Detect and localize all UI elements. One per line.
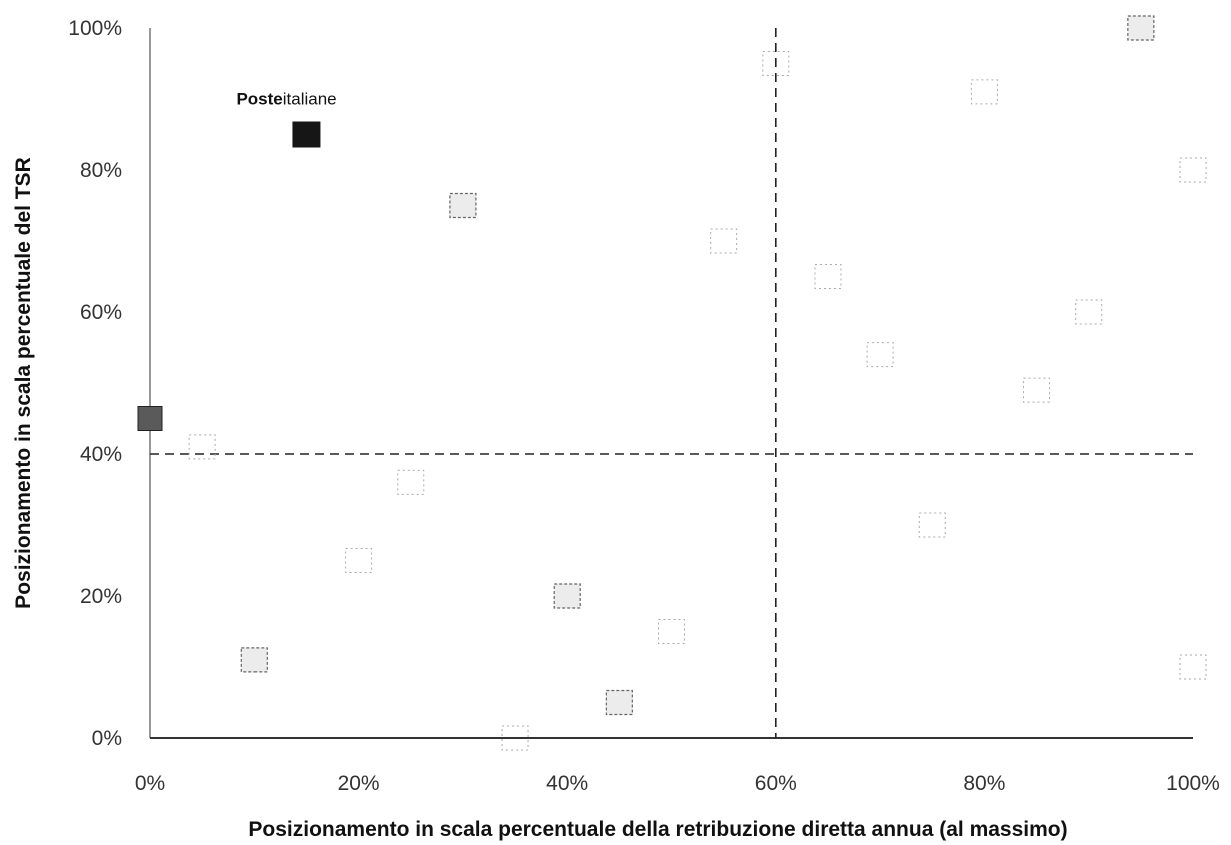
- data-point: [240, 647, 268, 673]
- y-tick-label: 20%: [80, 585, 122, 608]
- y-axis-title: Posizionamento in scala percentuale del …: [12, 157, 35, 609]
- x-axis-title: Posizionamento in scala percentuale dell…: [248, 818, 1067, 841]
- data-point: [658, 619, 685, 644]
- data-point: [345, 548, 373, 573]
- y-tick-label: 80%: [80, 159, 122, 182]
- data-point: [970, 79, 998, 105]
- data-point: [397, 469, 425, 495]
- highlight-label-bold: Poste: [236, 90, 282, 109]
- y-tick-labels: 0% 20% 40% 60% 80% 100%: [68, 17, 122, 750]
- data-point: [1075, 299, 1103, 325]
- data-point: [188, 434, 216, 460]
- y-tick-label: 0%: [92, 727, 122, 750]
- data-point: [1179, 654, 1207, 680]
- data-point: [1179, 157, 1207, 183]
- data-points: [137, 15, 1207, 751]
- highlight-label-rest: italiane: [283, 90, 337, 109]
- x-tick-labels: 0% 20% 40% 60% 80% 100%: [135, 772, 1220, 795]
- x-tick-label: 40%: [546, 772, 588, 795]
- x-tick-label: 20%: [338, 772, 380, 795]
- y-tick-label: 60%: [80, 301, 122, 324]
- highlight-point: [292, 121, 321, 148]
- x-tick-label: 60%: [755, 772, 797, 795]
- x-tick-label: 80%: [963, 772, 1005, 795]
- data-point: [605, 689, 633, 716]
- data-point: [710, 228, 738, 254]
- data-point: [814, 264, 842, 289]
- data-point: [1023, 377, 1051, 403]
- y-tick-label: 40%: [80, 443, 122, 466]
- data-point: [866, 342, 894, 368]
- data-point: [449, 192, 477, 219]
- x-tick-label: 100%: [1166, 772, 1220, 795]
- highlight-label: Posteitaliane: [236, 90, 336, 109]
- data-point: [553, 583, 581, 609]
- y-tick-label: 100%: [68, 17, 122, 40]
- data-point: [918, 512, 946, 538]
- data-point: [1127, 15, 1155, 41]
- data-point: [137, 406, 163, 431]
- x-tick-label: 0%: [135, 772, 165, 795]
